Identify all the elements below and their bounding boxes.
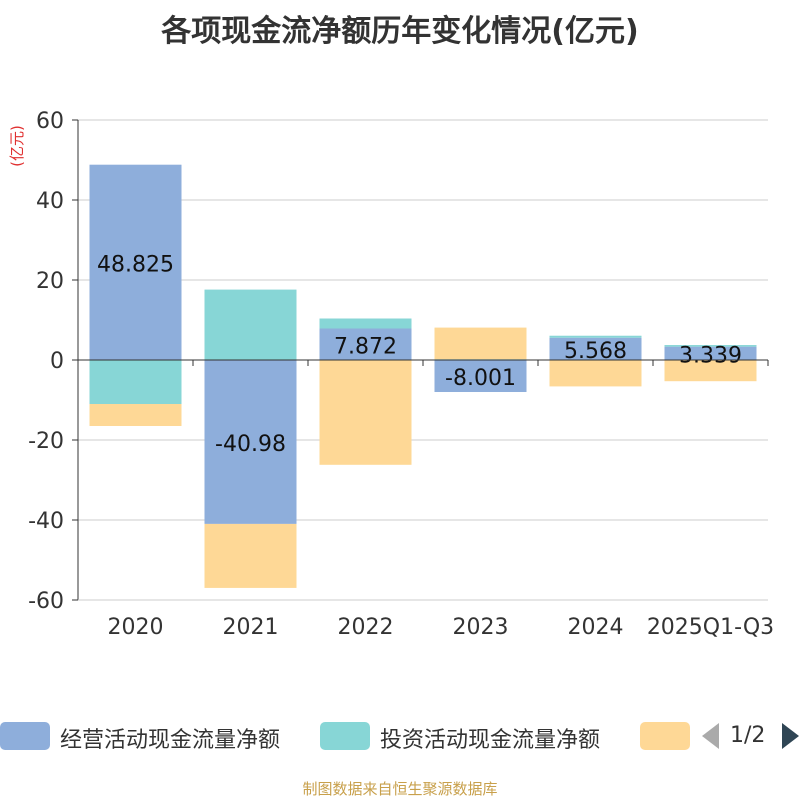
bar-investing — [204, 289, 297, 360]
data-label: 3.339 — [679, 343, 742, 368]
legend-label-operating: 经营活动现金流量净额 — [60, 728, 281, 753]
data-label: 48.825 — [97, 252, 174, 277]
bar-financing — [204, 523, 297, 588]
y-tick-label: 0 — [50, 349, 64, 374]
y-tick-label: -40 — [28, 509, 64, 534]
bar-investing — [664, 345, 757, 347]
bar-operating — [204, 360, 297, 524]
legend-pager: 1/2 — [702, 720, 800, 750]
bar-operating — [549, 337, 642, 360]
data-source-note: 制图数据来自恒生聚源数据库 — [302, 780, 498, 798]
y-axis-unit-label: (亿元) — [8, 125, 26, 167]
x-tick-label: 2024 — [568, 615, 624, 640]
legend-swatch-operating — [0, 722, 50, 750]
x-tick-label: 2022 — [338, 615, 394, 640]
legend-next-page-icon[interactable] — [782, 723, 799, 749]
x-tick-label: 2021 — [223, 615, 279, 640]
bar-financing — [89, 404, 182, 426]
bar-investing — [549, 335, 642, 338]
legend-prev-page-icon[interactable] — [702, 723, 719, 749]
y-tick-label: 20 — [36, 269, 64, 294]
legend: 经营活动现金流量净额 投资活动现金流量净额 1/2 — [0, 714, 800, 756]
chart-area: 60 40 20 0 -20 -40 -60 (亿元) 48.825 -40.98 7.872 -8.… — [8, 109, 774, 640]
y-tick-label: 40 — [36, 189, 64, 214]
bar-investing — [89, 360, 182, 404]
data-label: 7.872 — [334, 334, 397, 359]
data-label: -40.98 — [215, 432, 286, 457]
bar-operating — [434, 360, 527, 393]
bar-financing — [319, 360, 412, 465]
bar-financing — [664, 360, 757, 382]
chart-title: 各项现金流净额历年变化情况(亿元) — [161, 14, 639, 49]
y-tick-label: -20 — [28, 429, 64, 454]
bar-investing — [319, 318, 412, 329]
legend-item-operating[interactable]: 经营活动现金流量净额 — [0, 720, 310, 753]
x-tick-label: 2023 — [453, 615, 509, 640]
bar-financing — [434, 327, 527, 360]
legend-item-financing[interactable] — [640, 720, 690, 750]
legend-page-indicator: 1/2 — [730, 723, 766, 748]
legend-swatch-investing — [320, 722, 370, 750]
x-tick-label: 2025Q1-Q3 — [647, 615, 774, 640]
y-tick-label: -60 — [28, 589, 64, 614]
legend-label-investing: 投资活动现金流量净额 — [380, 728, 601, 753]
legend-item-investing[interactable]: 投资活动现金流量净额 — [320, 720, 630, 753]
bar-operating — [319, 328, 412, 360]
bar-operating — [664, 346, 757, 360]
legend-swatch-financing — [640, 722, 690, 750]
y-tick-label: 60 — [36, 109, 64, 134]
data-label: -8.001 — [445, 366, 516, 391]
bar-operating — [89, 164, 182, 360]
x-tick-label: 2020 — [108, 615, 164, 640]
bar-financing — [549, 360, 642, 387]
